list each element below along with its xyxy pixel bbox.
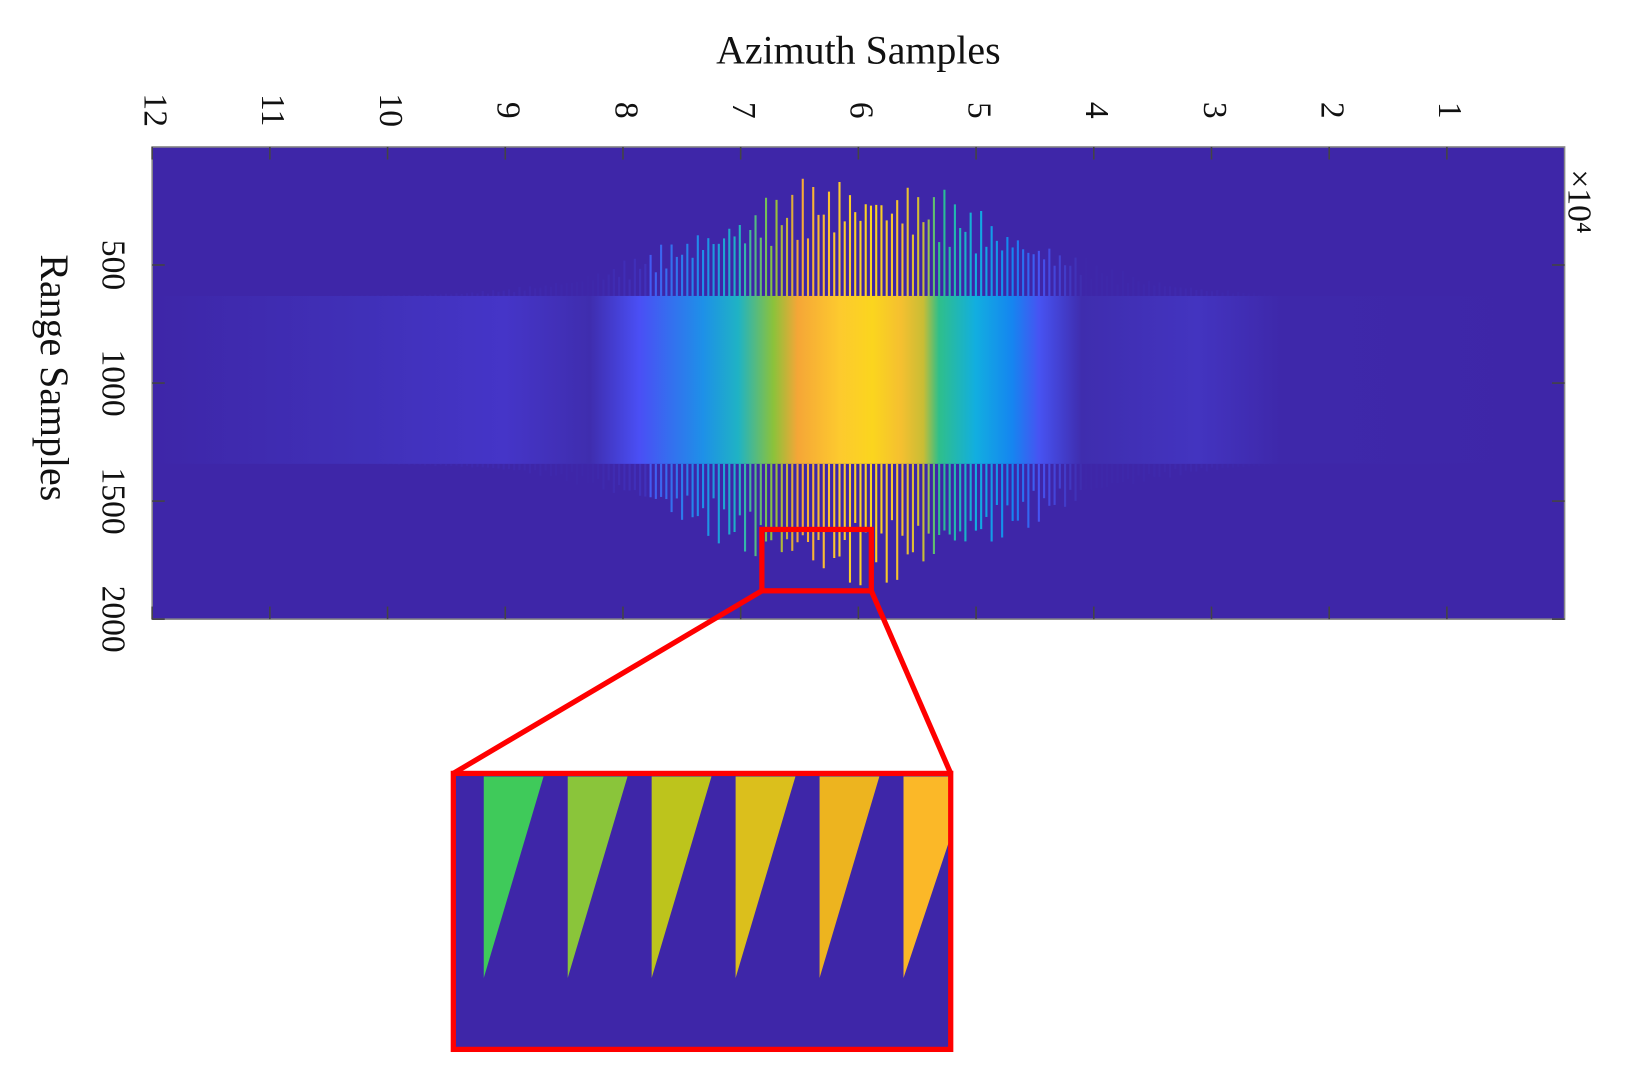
x-axis-label: Azimuth Samples: [716, 28, 1001, 73]
y-tick-label: 1000: [94, 349, 131, 416]
heatmap-stripes: [156, 178, 1560, 586]
x-tick-label: 12: [136, 93, 173, 127]
inset-wedge: [903, 776, 951, 979]
y-axis-label: Range Samples: [32, 254, 77, 501]
zoom-box: [759, 526, 874, 594]
inset-background: [453, 773, 951, 1050]
y-tick-label: 1500: [94, 468, 131, 535]
inset-wedge: [819, 776, 880, 979]
heatmap-band: [152, 295, 1565, 464]
x-tick-label: 10: [372, 93, 409, 127]
x-tick-label: 3: [1196, 102, 1233, 119]
inset-frame: [450, 770, 954, 1053]
zoom-connector: [451, 588, 764, 776]
x-tick-label: 8: [607, 102, 644, 119]
y-tick-label: 500: [94, 240, 131, 290]
x-tick-label: 11: [254, 94, 291, 126]
x-tick-label: 9: [490, 102, 527, 119]
x-tick-label: 5: [960, 102, 997, 119]
x-tick-label: 1: [1431, 102, 1468, 119]
x-tick-label: 2: [1313, 102, 1350, 119]
inset-wedge: [567, 776, 628, 979]
inset-wedge: [483, 776, 544, 979]
zoom-connector: [868, 589, 954, 775]
y-tick-label: 2000: [94, 586, 131, 653]
x-tick-label: 4: [1078, 102, 1115, 119]
x-tick-label: 6: [843, 102, 880, 119]
x-tick-label: 7: [725, 102, 762, 119]
inset: [450, 770, 954, 1053]
inset-wedge: [651, 776, 712, 979]
x-multiplier: ×10⁴: [1560, 169, 1597, 233]
inset-wedge: [735, 776, 796, 979]
heatmap: [151, 146, 1566, 620]
